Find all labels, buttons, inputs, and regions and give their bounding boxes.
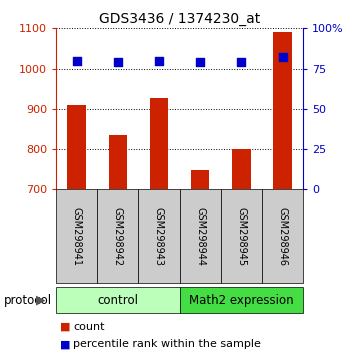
Text: GSM298946: GSM298946 [278, 207, 288, 266]
Bar [109, 135, 127, 189]
Text: count: count [73, 322, 105, 332]
Text: percentile rank within the sample: percentile rank within the sample [73, 339, 261, 349]
Text: control: control [97, 293, 138, 307]
Point [197, 59, 203, 65]
Title: GDS3436 / 1374230_at: GDS3436 / 1374230_at [99, 12, 260, 26]
Point [115, 59, 121, 65]
Text: ▶: ▶ [36, 293, 45, 307]
Bar [232, 149, 251, 189]
Text: ■: ■ [60, 322, 70, 332]
Bar [67, 105, 86, 189]
Point [280, 55, 286, 60]
Bar [273, 32, 292, 189]
Text: protocol: protocol [4, 293, 52, 307]
Point [156, 58, 162, 63]
Text: GSM298943: GSM298943 [154, 207, 164, 266]
Point [74, 58, 79, 63]
Text: GSM298944: GSM298944 [195, 207, 205, 266]
Bar [191, 171, 209, 189]
Text: GSM298942: GSM298942 [113, 207, 123, 266]
Text: GSM298945: GSM298945 [236, 207, 247, 266]
Text: GSM298941: GSM298941 [71, 207, 82, 266]
Text: ■: ■ [60, 339, 70, 349]
Bar [150, 98, 168, 189]
Point [239, 59, 244, 65]
Text: Math2 expression: Math2 expression [189, 293, 294, 307]
